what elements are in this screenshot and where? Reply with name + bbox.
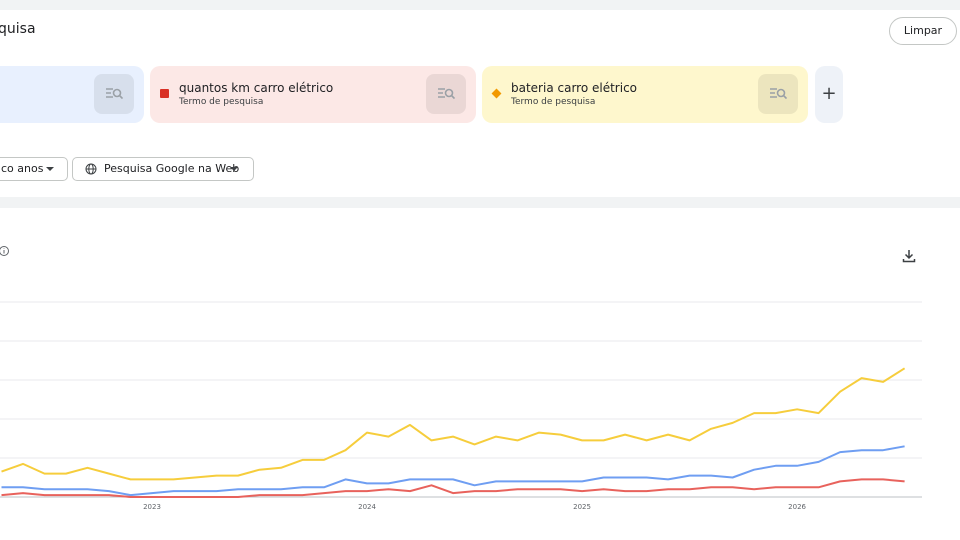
term-type: Termo de pesquisa — [179, 97, 264, 107]
legend-swatch — [160, 89, 169, 98]
term-type: Termo de pesquisa — [511, 97, 596, 107]
term-chip[interactable]: bateria carro elétrico Termo de pesquisa — [482, 66, 808, 123]
search-icon — [94, 74, 134, 114]
term-chip[interactable] — [0, 66, 144, 123]
x-tick-label: 2025 — [573, 503, 591, 511]
search-icon — [426, 74, 466, 114]
x-tick-label: 2024 — [358, 503, 376, 511]
clear-button[interactable]: Limpar — [889, 17, 957, 45]
download-icon[interactable] — [902, 249, 916, 263]
source-filter[interactable]: Pesquisa Google na Web — [72, 157, 254, 181]
trend-line — [1, 478, 905, 498]
trend-line — [1, 367, 906, 481]
filter-label: Pesquisa Google na Web — [104, 162, 240, 175]
time-filter[interactable]: co anos — [0, 157, 68, 181]
legend-label: bateria carro elétrico — [511, 81, 638, 95]
trend-line — [1, 445, 905, 497]
legend-label: quantos km carro elétrico — [179, 81, 334, 95]
x-tick-label: 2026 — [788, 503, 806, 511]
add-term-button[interactable]: + — [815, 66, 843, 123]
search-icon — [758, 74, 798, 114]
x-tick-label: 2023 — [143, 503, 161, 511]
filter-label: co anos — [1, 162, 44, 175]
info-icon[interactable] — [0, 245, 10, 257]
term-chip[interactable]: quantos km carro elétrico Termo de pesqu… — [150, 66, 476, 123]
section-title: quisa — [0, 21, 36, 37]
